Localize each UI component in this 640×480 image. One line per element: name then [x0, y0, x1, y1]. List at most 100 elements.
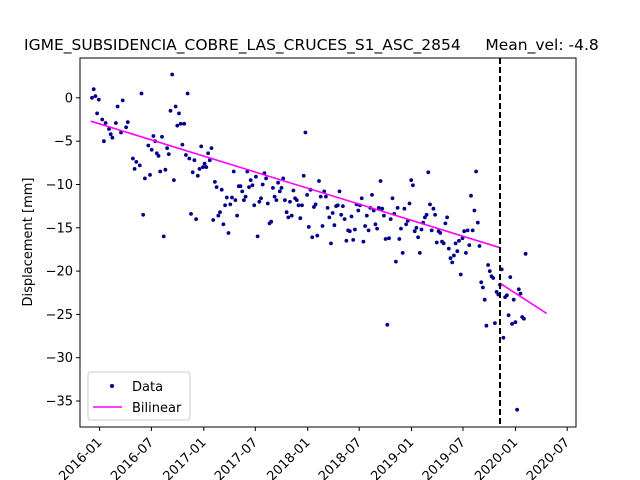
data-point: [387, 236, 391, 241]
data-point: [426, 170, 431, 175]
data-point: [102, 139, 106, 144]
data-point: [178, 121, 183, 126]
data-point: [424, 212, 429, 217]
data-point: [207, 158, 212, 163]
data-point: [402, 206, 407, 211]
data-point: [472, 208, 477, 213]
bilinear-fit-line: [499, 282, 548, 315]
data-point: [429, 228, 434, 233]
data-point: [274, 198, 279, 203]
data-point: [149, 147, 154, 152]
data-point: [139, 91, 144, 96]
data-point: [487, 269, 492, 273]
data-point: [202, 161, 207, 166]
data-point: [464, 251, 468, 255]
data-point: [441, 241, 446, 246]
data-point: [306, 225, 311, 229]
data-point: [284, 210, 289, 215]
data-point: [195, 173, 200, 178]
y-tick-label: −5: [54, 135, 73, 150]
y-tick-label: −30: [46, 351, 73, 366]
legend-data-marker: [110, 384, 114, 388]
y-tick-label: 0: [65, 91, 73, 106]
data-point: [411, 183, 415, 188]
data-point: [404, 222, 408, 227]
data-point: [344, 238, 349, 243]
data-point: [330, 211, 335, 215]
data-point: [351, 238, 356, 242]
data-point: [458, 272, 463, 277]
data-point: [243, 194, 248, 199]
data-point: [505, 293, 509, 298]
data-point: [134, 160, 139, 164]
data-point: [250, 183, 255, 188]
data-point: [199, 144, 204, 149]
data-point: [431, 206, 436, 211]
data-point: [513, 320, 518, 325]
legend-box: [87, 371, 191, 421]
data-point: [301, 173, 306, 178]
data-point: [310, 235, 315, 240]
data-point: [194, 217, 199, 222]
data-point: [201, 165, 205, 170]
data-point: [332, 223, 337, 228]
data-point: [124, 125, 128, 130]
data-point: [286, 215, 291, 220]
data-point: [151, 134, 156, 138]
data-point: [324, 194, 328, 199]
data-point: [173, 104, 178, 109]
data-point: [325, 206, 330, 210]
data-point: [230, 195, 234, 200]
data-point: [361, 239, 366, 244]
data-point: [264, 176, 268, 181]
data-point: [349, 214, 354, 219]
data-point: [257, 199, 262, 204]
chart-title: IGME_SUBSIDENCIA_COBRE_LAS_CRUCES_S1_ASC…: [24, 36, 599, 55]
data-point: [271, 186, 275, 190]
data-point: [356, 208, 361, 213]
data-point: [187, 156, 192, 161]
data-point: [211, 218, 216, 222]
data-point: [337, 189, 342, 194]
data-point: [226, 231, 231, 235]
data-point: [469, 193, 473, 198]
data-point: [479, 280, 484, 285]
data-point: [433, 212, 437, 217]
data-point: [100, 117, 105, 122]
data-point: [484, 323, 489, 328]
data-point: [394, 259, 398, 264]
data-point: [238, 184, 243, 189]
data-point: [216, 213, 221, 218]
marks-layer: [90, 58, 548, 427]
data-point: [120, 98, 125, 103]
data-point: [298, 216, 303, 221]
data-point: [143, 176, 147, 181]
data-point: [96, 97, 101, 102]
y-axis-label: Displacement [mm]: [21, 178, 36, 307]
data-point: [501, 335, 506, 340]
data-point: [510, 322, 514, 326]
data-point: [375, 226, 379, 231]
data-point: [231, 169, 236, 174]
data-point: [160, 134, 164, 139]
data-point: [373, 222, 378, 227]
data-point: [175, 123, 180, 128]
data-point: [172, 178, 176, 183]
data-point: [465, 228, 470, 233]
data-point: [214, 185, 219, 190]
data-point: [90, 95, 94, 100]
data-point: [448, 256, 453, 260]
data-point: [523, 251, 528, 256]
data-point: [428, 202, 432, 207]
data-point: [170, 72, 175, 77]
y-tick-label: −20: [46, 265, 73, 280]
legend-label-data: Data: [132, 380, 163, 395]
data-point: [419, 227, 424, 232]
data-point: [192, 158, 197, 163]
data-point: [511, 297, 516, 302]
data-point: [300, 203, 304, 208]
data-point: [131, 156, 135, 161]
data-point: [482, 297, 487, 302]
data-point: [221, 222, 226, 227]
